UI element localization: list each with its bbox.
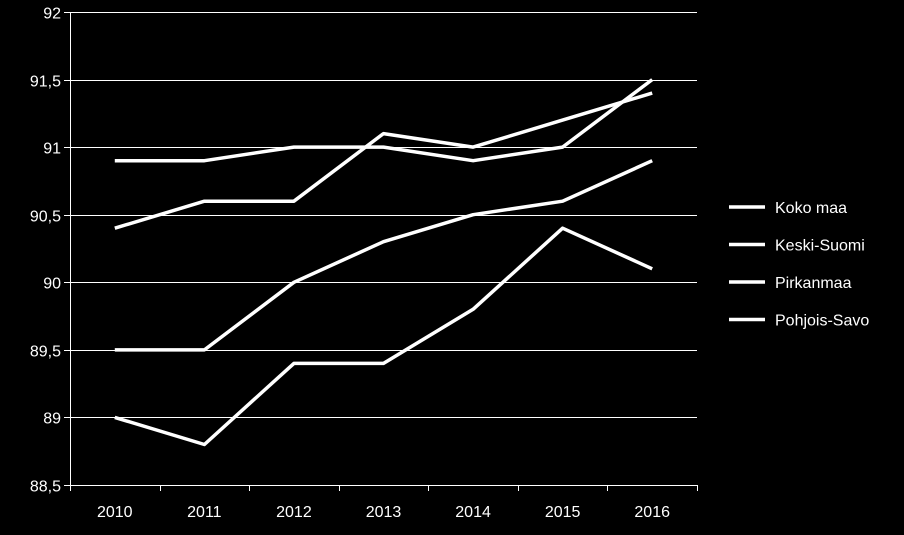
x-tick-label: 2013 bbox=[366, 504, 402, 521]
legend-label: Pohjois-Savo bbox=[775, 313, 869, 330]
y-tick-label: 89,5 bbox=[30, 344, 61, 361]
series-line-pohjois-savo bbox=[114, 226, 653, 447]
x-tick-label: 2016 bbox=[634, 504, 670, 521]
y-tick-label: 90 bbox=[43, 276, 61, 293]
y-tick-label: 91,5 bbox=[30, 74, 61, 91]
y-tick-label: 92 bbox=[43, 6, 61, 23]
x-tick-label: 2015 bbox=[545, 504, 581, 521]
y-tick-label: 89 bbox=[43, 411, 61, 428]
series-lines bbox=[114, 78, 654, 447]
series-line-koko-maa bbox=[114, 159, 653, 352]
x-tick-label: 2014 bbox=[455, 504, 491, 521]
series-line-keski-suomi bbox=[114, 91, 653, 230]
series-line-pirkanmaa bbox=[114, 78, 654, 163]
legend-label: Pirkanmaa bbox=[775, 275, 852, 292]
x-tick-label: 2010 bbox=[97, 504, 133, 521]
x-tick-label: 2011 bbox=[187, 504, 222, 521]
legend-label: Keski-Suomi bbox=[775, 238, 865, 255]
y-tick-label: 90,5 bbox=[30, 209, 61, 226]
x-tick-label: 2012 bbox=[276, 504, 312, 521]
legend-label: Koko maa bbox=[775, 200, 847, 217]
y-tick-label: 88,5 bbox=[30, 479, 61, 496]
axes: 88,5 89 89,5 90 90,5 91 91,5 92 2010 2011 2012 2013… bbox=[30, 6, 698, 521]
y-tick-label: 91 bbox=[43, 141, 61, 158]
legend: Koko maa Keski-Suomi Pirkanmaa Pohjois-Savo bbox=[729, 200, 869, 330]
